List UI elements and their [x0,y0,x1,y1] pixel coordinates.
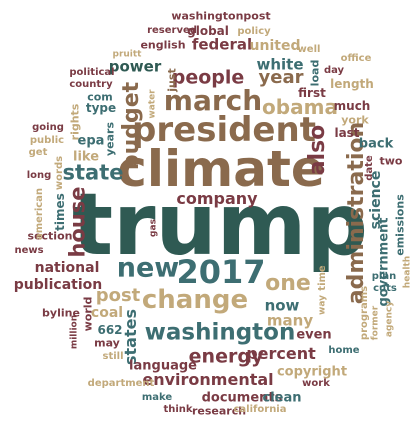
word-also: also [305,124,330,176]
word-president: president [132,110,316,150]
word-words: words [54,155,65,191]
word-type: type [85,101,117,115]
word-times: times [53,193,67,231]
word-emissions: emissions [393,194,407,256]
word-much: much [333,99,371,113]
word-back: back [358,136,394,152]
word-english: english [140,38,186,52]
word-states: states [121,309,140,365]
word-power: power [108,57,162,76]
word-think: think [163,404,193,415]
word-publication: publication [13,277,103,293]
word-662: 662 [97,323,123,337]
word-political: political [69,67,115,78]
word-reserved: reserved [147,25,197,36]
word-section: section [27,229,73,243]
word-public: public [29,135,65,146]
word-washingtonpost: washingtonpost [171,9,271,23]
word-even: even [296,327,332,343]
word-american: american [34,187,45,241]
word-get: get [28,147,48,158]
word-length: length [330,77,374,91]
word-budget: budget [119,81,144,171]
word-california: california [233,404,287,415]
word-last: last [334,126,360,140]
word-agency: agency [384,300,395,338]
word-way: way [317,295,328,315]
word-copyright: copyright [276,364,348,380]
word-obama: obama [262,95,338,119]
word-com: com [87,90,113,104]
word-programs: programs [359,285,370,341]
word-former: former [370,305,381,341]
word-new: new [116,252,180,284]
word-many: many [266,311,314,330]
word-water: water [147,89,158,119]
word-gas: gas [148,219,159,237]
word-united: united [249,38,301,54]
word-washington: washington [144,319,296,346]
word-country: country [69,79,113,90]
word-epa: epa [77,133,105,149]
word-may: may [94,336,120,350]
word-health: health [402,255,413,289]
word-day: day [323,65,345,76]
word-make: make [141,392,173,403]
word-clean: clean [262,390,302,406]
word-date: date [364,155,375,181]
word-coal: coal [90,305,124,321]
word-like: like [72,149,100,165]
word-climate: climate [117,140,325,198]
word-rights: rights [68,103,82,141]
word-one: one [265,271,311,296]
word-just: just [165,68,179,92]
word-long: long [26,170,52,181]
word-time: time [317,265,328,291]
word-plan: plan [371,271,397,282]
word-research: research [191,404,247,418]
word-now: now [264,296,300,315]
word-department: department [87,378,155,389]
word-still: still [102,351,124,362]
word-post: post [95,285,141,306]
word-documents: documents [201,390,283,406]
word-going: going [32,122,64,133]
word-home: home [328,345,360,356]
word-change: change [141,285,249,315]
word-language: language [129,358,197,374]
word-cuts: cuts [373,283,397,294]
word-global: global [187,24,229,38]
word-2017: 2017 [176,253,266,291]
word-byline: byline [42,306,80,320]
word-federal: federal [191,35,253,54]
word-energy: energy [188,345,264,368]
word-march: march [163,84,263,117]
word-national: national [34,260,100,276]
word-pruitt: pruitt [112,49,142,60]
word-well: well [297,44,321,55]
word-york: york [341,113,369,127]
word-work: work [302,378,330,389]
word-policy: policy [237,26,271,37]
word-office: office [340,53,372,64]
word-environmental: environmental [142,370,274,389]
word-percent: percent [246,344,316,363]
word-two: two [379,154,403,168]
word-million: million [69,314,80,350]
word-company: company [176,189,258,208]
word-first: first [298,86,326,100]
word-load: load [308,59,322,87]
word-news: news [14,245,44,256]
word-people: people [171,66,245,89]
word-state: state [62,160,124,185]
word-year: year [258,67,304,88]
word-world: world [81,296,95,332]
word-house: house [65,186,90,258]
word-white: white [256,55,304,74]
word-trump: trump [72,175,368,275]
word-years: years [103,121,117,157]
